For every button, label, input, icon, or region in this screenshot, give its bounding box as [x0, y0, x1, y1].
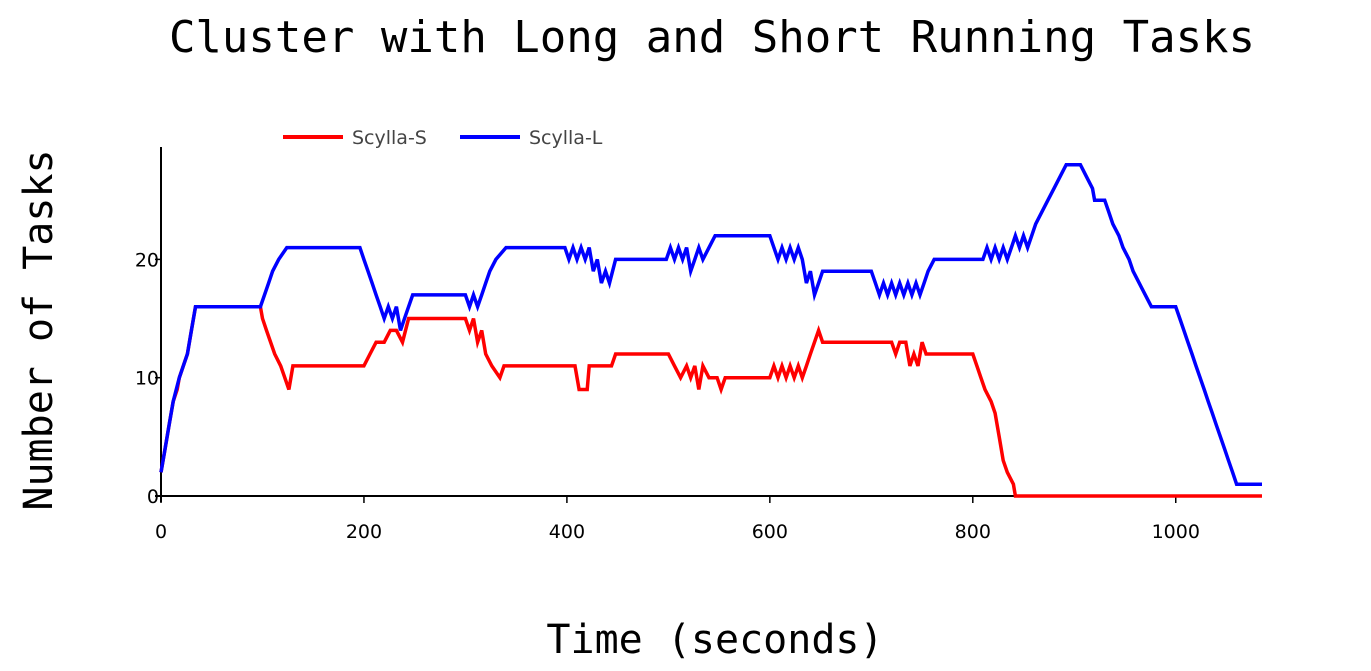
- y-tick-label: 20: [135, 249, 159, 271]
- tick-labels: 0 200 400 600 800 1000 0 10 20: [135, 249, 1200, 543]
- y-axis-title: Number of Tasks: [16, 149, 62, 510]
- legend-label-scylla-l: Scylla-L: [529, 127, 603, 149]
- x-tick-label: 1000: [1152, 521, 1200, 543]
- series-line-scylla-s: [159, 304, 1262, 498]
- y-tick-label: 0: [147, 486, 159, 508]
- x-axis-title: Time (seconds): [546, 617, 883, 663]
- chart-title: Cluster with Long and Short Running Task…: [169, 12, 1255, 63]
- data-series: [159, 162, 1262, 498]
- series-line-scylla-l: [159, 162, 1262, 486]
- x-tick-label: 800: [955, 521, 991, 543]
- x-tick-label: 0: [155, 521, 167, 543]
- x-tick-label: 200: [346, 521, 382, 543]
- x-tick-label: 400: [549, 521, 585, 543]
- x-tick-label: 600: [752, 521, 788, 543]
- y-tick-label: 10: [135, 368, 159, 390]
- legend: Scylla-S Scylla-L: [283, 127, 603, 149]
- legend-label-scylla-s: Scylla-S: [352, 127, 427, 149]
